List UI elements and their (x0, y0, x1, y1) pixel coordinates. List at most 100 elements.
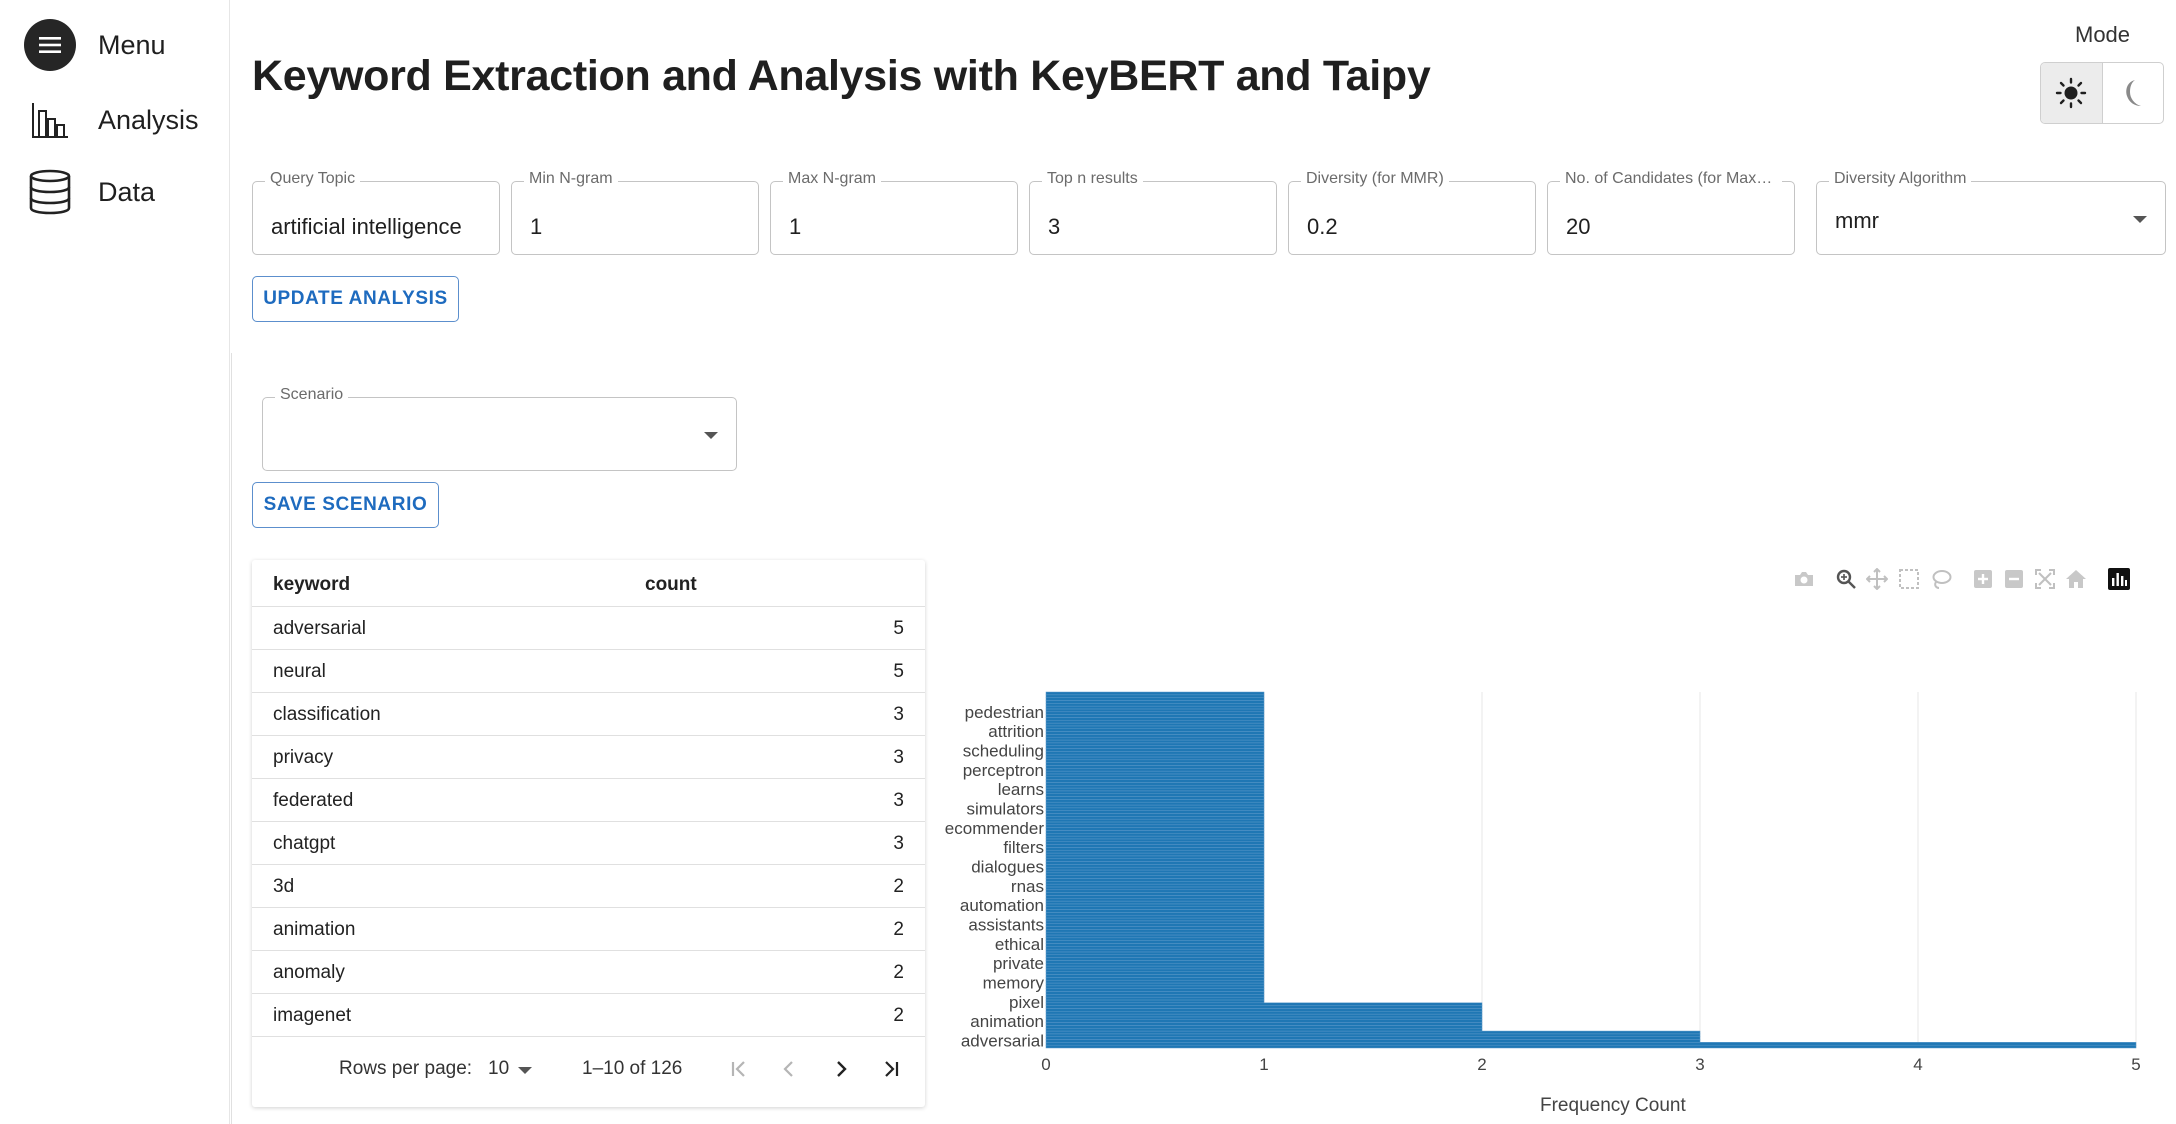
chart-bar (1045, 855, 1265, 859)
previous-page-icon[interactable] (772, 1052, 806, 1086)
chart-bar (1045, 858, 1265, 862)
chart-bar (1045, 708, 1265, 713)
chart-bar (1045, 784, 1265, 789)
table-row[interactable]: chatgpt 3 (252, 822, 925, 865)
chart-bar (1045, 912, 1265, 916)
query-topic-field[interactable]: Query Topic (252, 170, 500, 255)
table-row[interactable]: classification 3 (252, 693, 925, 736)
top-n-field[interactable]: Top n results (1029, 170, 1277, 255)
camera-icon[interactable] (1791, 566, 1817, 592)
chart-bar (1045, 804, 1265, 809)
max-ngram-input[interactable] (771, 182, 1017, 254)
last-page-icon[interactable] (874, 1052, 908, 1086)
update-analysis-button[interactable]: UPDATE ANALYSIS (252, 276, 459, 322)
sidebar-item-analysis[interactable]: Analysis (24, 94, 199, 146)
chart-bar (1045, 920, 1265, 924)
chart-bar (1045, 914, 1265, 919)
chart-bar (1045, 768, 1265, 772)
chart-bar (1045, 796, 1265, 800)
chart-bar (1045, 866, 1265, 871)
chart-bar (1045, 960, 1265, 964)
rows-per-page-select[interactable]: 10 (488, 1058, 510, 1079)
table-row[interactable]: animation 2 (252, 908, 925, 951)
chart-bar (1045, 954, 1265, 958)
y-tick-label: learns (998, 780, 1044, 799)
x-tick-label: 5 (2131, 1055, 2140, 1074)
chart-bar (1045, 714, 1265, 718)
chart-bar (1045, 739, 1265, 744)
sidebar-item-data[interactable]: Data (24, 166, 155, 218)
zoom-in-icon[interactable] (1970, 566, 1996, 592)
light-mode-button[interactable] (2041, 63, 2102, 123)
zoom-icon[interactable] (1833, 566, 1859, 592)
table-row[interactable]: imagenet 2 (252, 994, 925, 1037)
chart-bar (1045, 700, 1265, 704)
first-page-icon[interactable] (722, 1052, 756, 1086)
chart-bar (1045, 878, 1265, 882)
scenario-select[interactable]: Scenario (262, 386, 737, 471)
sidebar: Menu Analysis Data (0, 0, 230, 1124)
home-icon[interactable] (2063, 566, 2089, 592)
chart-bar (1045, 833, 1265, 837)
keyword-cell: imagenet (273, 1005, 352, 1026)
y-tick-label: ecommender (945, 819, 1045, 838)
chart-bar (1045, 722, 1265, 727)
rows-per-page-label: Rows per page: (339, 1058, 473, 1079)
chevron-down-icon[interactable] (518, 1067, 532, 1074)
min-ngram-field[interactable]: Min N-gram (511, 170, 759, 255)
chart-bar (1045, 816, 1265, 820)
max-ngram-field[interactable]: Max N-gram (770, 170, 1018, 255)
chart-bar (1045, 929, 1265, 933)
table-row[interactable]: adversarial 5 (252, 607, 925, 650)
y-tick-label: private (993, 954, 1044, 973)
table-header: keyword count (252, 560, 925, 607)
column-header-count[interactable]: count (645, 574, 697, 595)
autoscale-icon[interactable] (2032, 566, 2058, 592)
x-tick-label: 0 (1041, 1055, 1050, 1074)
dark-mode-button[interactable] (2101, 63, 2164, 123)
chart-bar (1045, 787, 1265, 792)
chart-bar (1045, 759, 1265, 763)
database-icon (24, 166, 76, 218)
sidebar-item-menu[interactable]: Menu (24, 19, 166, 71)
diversity-input[interactable] (1289, 182, 1535, 254)
keyword-cell: privacy (273, 747, 334, 768)
lasso-icon[interactable] (1928, 566, 1954, 592)
chart-bar (1045, 965, 1265, 970)
table-row[interactable]: federated 3 (252, 779, 925, 822)
diversity-algorithm-select[interactable]: Diversity Algorithm mmr (1816, 170, 2166, 255)
box-select-icon[interactable] (1896, 566, 1922, 592)
candidates-input[interactable] (1548, 182, 1794, 254)
chart-bar (1045, 985, 1265, 989)
hamburger-icon[interactable] (24, 19, 76, 71)
table-row[interactable]: neural 5 (252, 650, 925, 693)
chart-bar (1045, 697, 1265, 701)
mode-toggle (2040, 62, 2164, 124)
keyword-frequency-chart[interactable]: adversarialanimationpixelmemoryprivateet… (930, 660, 2160, 1080)
next-page-icon[interactable] (824, 1052, 858, 1086)
chart-bar (1045, 999, 1265, 1004)
diversity-field[interactable]: Diversity (for MMR) (1288, 170, 1536, 255)
chart-bar (1045, 971, 1265, 975)
chart-bar (1045, 886, 1265, 891)
column-header-keyword[interactable]: keyword (273, 574, 351, 595)
pan-icon[interactable] (1864, 566, 1890, 592)
chart-bar (1045, 869, 1265, 874)
chart-bar (1045, 731, 1265, 735)
candidates-field[interactable]: No. of Candidates (for MaxSu... (1547, 170, 1795, 255)
plotly-logo-icon[interactable] (2106, 566, 2132, 592)
table-row[interactable]: 3d 2 (252, 865, 925, 908)
keyword-cell: 3d (273, 876, 295, 897)
save-scenario-button[interactable]: SAVE SCENARIO (252, 482, 439, 528)
chart-bar (1045, 1044, 2137, 1049)
table-row[interactable]: privacy 3 (252, 736, 925, 779)
min-ngram-input[interactable] (512, 182, 758, 254)
y-tick-label: filters (1003, 838, 1044, 857)
chart-bar (1045, 765, 1265, 769)
chart-bar (1045, 988, 1265, 992)
query-topic-input[interactable] (253, 182, 499, 254)
table-row[interactable]: anomaly 2 (252, 951, 925, 994)
chart-bar (1045, 948, 1265, 953)
top-n-input[interactable] (1030, 182, 1276, 254)
zoom-out-icon[interactable] (2001, 566, 2027, 592)
